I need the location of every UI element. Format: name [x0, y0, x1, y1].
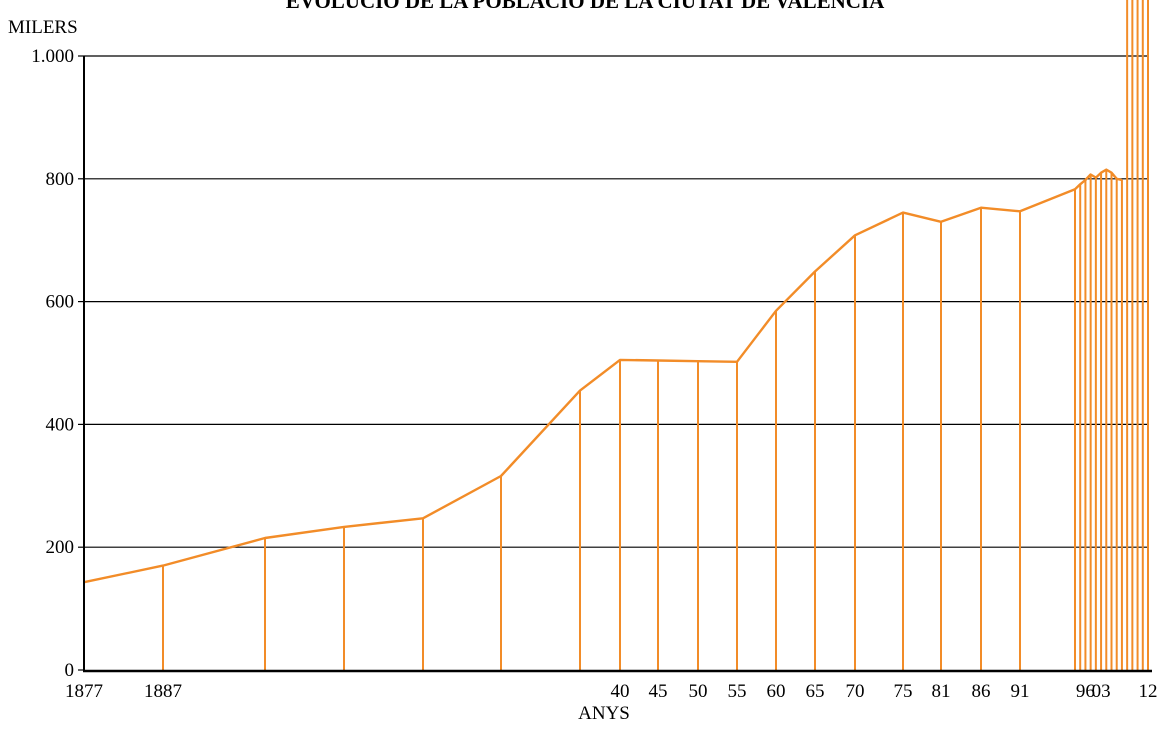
- drop-lines: [83, 0, 1149, 670]
- x-tick-label: 03: [1092, 681, 1111, 702]
- data-point: [1095, 176, 1097, 179]
- data-point: [264, 537, 266, 539]
- x-tick-label: 86: [972, 681, 991, 702]
- data-point: [579, 389, 581, 392]
- data-point: [1121, 179, 1123, 181]
- y-tick-label: 600: [46, 292, 75, 313]
- x-tick-label: 70: [846, 681, 865, 702]
- data-point: [1147, 0, 1149, 1]
- data-point: [1019, 210, 1021, 213]
- data-point: [1074, 188, 1076, 191]
- data-point: [697, 360, 699, 362]
- y-tick-label: 400: [46, 414, 75, 435]
- data-point: [854, 234, 856, 237]
- y-tick-labels: 0 200 400 600 800 1.000: [31, 46, 74, 681]
- data-point: [1141, 0, 1144, 1]
- y-axis-label: MILERS: [8, 17, 78, 38]
- data-point: [1126, 0, 1128, 1]
- data-point: [1115, 178, 1118, 180]
- data-point: [1110, 171, 1113, 174]
- x-tick-label: 75: [894, 681, 913, 702]
- x-tick-label: 40: [611, 681, 630, 702]
- x-tick-label: 1887: [144, 681, 182, 702]
- x-tick-label: 1877: [65, 681, 103, 702]
- population-line: [83, 168, 1123, 584]
- data-point: [940, 220, 942, 223]
- data-point: [422, 517, 424, 520]
- data-point: [1136, 0, 1139, 1]
- data-point: [500, 475, 502, 477]
- data-point: [1100, 171, 1102, 174]
- chart-title: EVOLUCIÓ DE LA POBLACIÓ DE LA CIUTAT DE …: [286, 0, 885, 13]
- y-tick-label: 0: [65, 660, 75, 681]
- population-series: [83, 0, 1149, 584]
- grid-lines: [78, 55, 1148, 671]
- data-point: [1084, 179, 1087, 181]
- x-tick-label: 96: [1076, 681, 1095, 702]
- data-point: [736, 360, 738, 363]
- x-tick-label: 12: [1139, 681, 1158, 702]
- y-tick-label: 800: [46, 169, 75, 190]
- data-point: [980, 206, 982, 209]
- x-tick-label: 50: [689, 681, 708, 702]
- data-point: [343, 526, 345, 528]
- y-tick-label: 200: [46, 537, 75, 558]
- x-tick-label: 60: [767, 681, 786, 702]
- x-tick-label: 45: [649, 681, 668, 702]
- data-point: [1079, 183, 1082, 186]
- data-point: [619, 359, 621, 361]
- x-axis-label: ANYS: [578, 703, 630, 724]
- data-point: [162, 564, 164, 567]
- data-point: [902, 211, 904, 214]
- axes: [83, 56, 1152, 673]
- x-tick-label: 91: [1011, 681, 1030, 702]
- data-point: [657, 359, 659, 362]
- y-tick-label: 1.000: [31, 46, 74, 67]
- data-point: [814, 270, 816, 273]
- data-point: [1131, 0, 1134, 1]
- data-point: [1089, 173, 1092, 176]
- data-point: [775, 310, 777, 312]
- data-point: [1105, 168, 1108, 171]
- x-tick-label: 81: [932, 681, 951, 702]
- x-tick-label: 65: [806, 681, 825, 702]
- x-tick-label: 55: [728, 681, 747, 702]
